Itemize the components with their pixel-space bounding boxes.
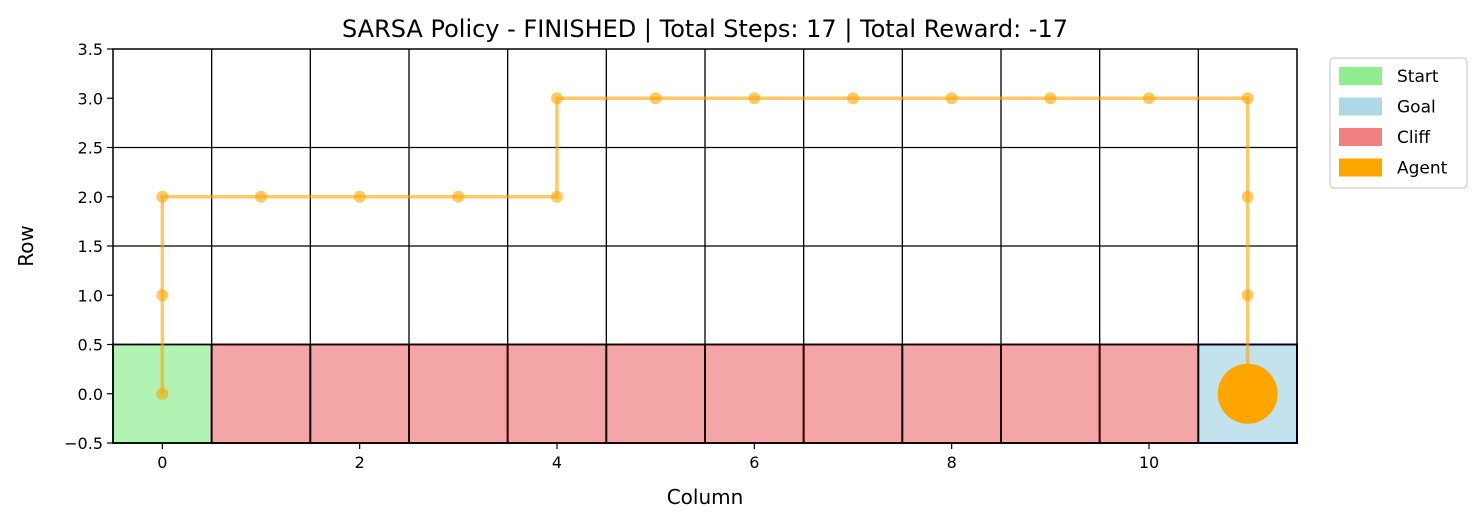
legend-label-start: Start: [1397, 67, 1439, 87]
x-axis-title: Column: [667, 485, 744, 509]
path-point: [156, 190, 169, 203]
path-point: [748, 92, 761, 105]
path-point: [353, 190, 366, 203]
y-tick-label: 3.0: [78, 89, 103, 108]
path-point: [551, 92, 563, 105]
cliff-cell-3: [408, 343, 509, 444]
path-point: [452, 190, 465, 203]
agent-layer: [1217, 363, 1278, 424]
legend-label-goal: Goal: [1397, 98, 1436, 118]
x-tick-label: 6: [749, 453, 759, 472]
cliff-cell-5: [605, 343, 706, 444]
legend-swatch-goal: [1339, 97, 1382, 116]
x-tick-label: 4: [552, 453, 562, 472]
path-point: [1241, 92, 1254, 105]
cliff-cell-8: [901, 343, 1002, 444]
legend-swatch-agent: [1339, 158, 1382, 177]
legend: Start Goal Cliff Agent: [1329, 57, 1468, 189]
cliff-cell-10: [1098, 343, 1200, 444]
chart-title: SARSA Policy - FINISHED | Total Steps: 1…: [342, 15, 1068, 43]
y-tick-label: 2.5: [78, 139, 103, 158]
cells-layer: [112, 343, 1299, 444]
grid-lines: [113, 49, 1297, 443]
y-tick-label: 2.0: [78, 188, 103, 207]
cliff-cell-9: [1000, 343, 1101, 444]
legend-frame: [1329, 57, 1468, 189]
cliff-cell-4: [506, 343, 608, 444]
path-point: [156, 289, 169, 302]
x-tick-label: 10: [1139, 453, 1159, 472]
legend-swatch-start: [1339, 67, 1382, 85]
path-layer: [156, 92, 1254, 400]
y-tick-label: −0.5: [64, 434, 103, 453]
y-tick-label: 1.0: [78, 286, 103, 305]
x-tick-label: 0: [157, 453, 167, 472]
path-point: [649, 92, 662, 105]
y-tick-label: 0.5: [78, 336, 103, 355]
legend-label-cliff: Cliff: [1397, 128, 1431, 148]
path-point: [551, 190, 563, 203]
cliff-cell-7: [802, 343, 904, 444]
cliff-cell-6: [704, 343, 805, 444]
agent-path-line: [160, 96, 1250, 394]
cliff-cell-2: [309, 343, 411, 444]
x-axis-ticks: 0 2 4 6 8 10: [157, 443, 1159, 472]
x-tick-label: 2: [355, 453, 365, 472]
path-point: [1044, 92, 1057, 105]
path-point: [945, 92, 958, 105]
y-tick-label: 3.5: [78, 40, 103, 59]
legend-swatch-cliff: [1339, 128, 1382, 146]
agent-marker: [1217, 363, 1278, 424]
legend-label-agent: Agent: [1397, 159, 1448, 179]
y-axis-ticks: −0.5 0.0 0.5 1.0 1.5 2.0 2.5 3.0 3.5: [64, 40, 113, 453]
path-point: [1241, 190, 1254, 203]
path-point: [156, 387, 169, 400]
y-tick-label: 1.5: [78, 237, 103, 256]
path-point: [1241, 289, 1254, 302]
path-point: [847, 92, 859, 105]
x-tick-label: 8: [947, 453, 957, 472]
cliff-cell-1: [210, 343, 312, 444]
path-point: [255, 190, 267, 203]
y-axis-title: Row: [14, 225, 38, 267]
path-point: [1143, 92, 1155, 105]
y-tick-label: 0.0: [78, 385, 103, 404]
